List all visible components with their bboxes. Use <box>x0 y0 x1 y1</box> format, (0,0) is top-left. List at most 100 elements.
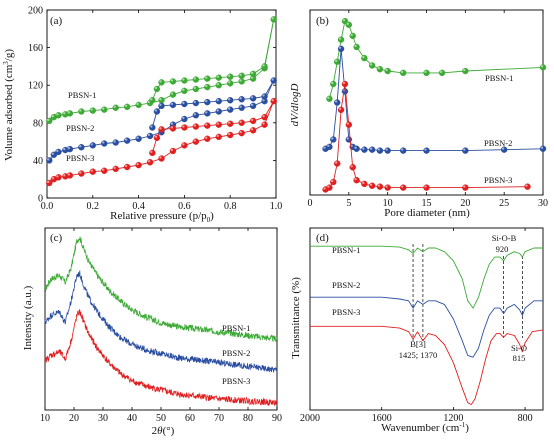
panel-b-series-3-point <box>368 182 376 189</box>
panel-b-series-3-point <box>326 184 333 191</box>
panel-b-series-3-point <box>462 184 469 191</box>
panel-d-series <box>310 245 544 405</box>
panel-a-series-1-adsorption-point <box>270 16 277 23</box>
panel-a-series-3-desorption-point-highlight <box>205 123 208 126</box>
panel-a-series-2-adsorption-point-highlight <box>51 152 55 155</box>
panel-a-series-1-desorption-point <box>181 77 188 84</box>
panel-a-series-3-desorption-point <box>153 134 161 142</box>
panel-a-series-2-adsorption-point <box>55 148 62 156</box>
panel-b-series-3-point-highlight <box>323 187 326 190</box>
panel-b-series-3-point <box>330 178 337 186</box>
panel-a-series-2-desorption-point-highlight <box>150 125 153 128</box>
panel-a-series-1-adsorption-point-highlight <box>271 17 274 20</box>
panel-c-series-3-line <box>44 309 278 407</box>
panel-a-series-3-adsorption-point <box>204 135 211 142</box>
panel-a-series-1-adsorption-point <box>215 81 222 89</box>
panel-a-series-3-desorption-point <box>215 121 222 128</box>
panel-d-label: (d) <box>316 232 329 244</box>
panel-a-series-1-desorption-point <box>215 74 222 81</box>
annotation-sio-b: Si-O-B <box>492 233 517 243</box>
panel-a-series-1-adsorption-point <box>101 106 108 113</box>
panel-a-series-3-adsorption-point <box>146 159 154 166</box>
panel-a-series-3-adsorption-point-highlight <box>239 130 242 134</box>
panel-d-series-label-1: PBSN-1 <box>332 245 360 255</box>
panel-b-series-label-2: PBSN-2 <box>484 138 512 148</box>
panel-b-series-2-point-highlight <box>338 46 342 49</box>
panel-a-series-3-adsorption-point-highlight <box>205 136 208 139</box>
panel-a-series-3-adsorption-point <box>249 127 257 134</box>
panel-a-series-3-adsorption-point-highlight <box>47 180 50 184</box>
panel-a-series-2-desorption-point-highlight <box>216 98 219 102</box>
panel-a-series-3-adsorption-point-highlight <box>102 168 105 171</box>
panel-b-xtick-label: 15 <box>422 198 432 209</box>
panel-b-series-1-point-highlight <box>350 33 353 37</box>
panel-c-series-1-line <box>44 236 278 343</box>
panel-b-series-3-point <box>400 184 407 191</box>
panel-a-series-1-desorption-point-highlight <box>227 74 231 77</box>
panel-a-series-2-desorption-point-highlight <box>170 102 174 106</box>
panel-b-series-1-line <box>328 20 544 99</box>
annotation-b3-values: 1425; 1370 <box>399 350 438 360</box>
panel-a-series-2-adsorption-point-highlight <box>47 158 50 161</box>
panel-d-series-1-line <box>310 245 543 309</box>
panel-a-series-2-desorption-point-highlight <box>262 94 265 97</box>
panel-b-series-2-point-highlight <box>369 147 373 150</box>
panel-b-series-2-point <box>353 145 360 152</box>
panel-a-series-1-desorption-point <box>192 76 200 83</box>
panel-b-series-3-point-highlight <box>327 185 330 188</box>
panel-b-xtick-label: 30 <box>538 198 548 209</box>
panel-c-xtick-label: 20 <box>69 413 79 424</box>
panel-b-series-3-point <box>337 106 345 114</box>
panel-a-series-1-adsorption-point-highlight <box>159 97 162 101</box>
panel-c-xtick-label: 10 <box>40 413 50 424</box>
panel-a-series-3-adsorption-point-highlight <box>67 173 71 176</box>
panel-b-series-2-point <box>345 136 353 143</box>
panel-a-xlabel: Relative pressure (p/p0) <box>110 210 214 224</box>
panel-b-series-2-point <box>423 147 430 154</box>
panel-a-series-1-desorption-point-highlight <box>154 86 158 90</box>
panel-a-series-3-desorption-point-highlight <box>193 124 196 127</box>
panel-a-series-2-adsorption-point-highlight <box>124 138 128 141</box>
panel-a-series-1-adsorption-point <box>181 87 188 95</box>
panel-d: 2000 1600 1200 800 (d) Wavenumber (cm-1) Tr… <box>290 227 544 434</box>
panel-b-ylabel: dV/dlogD <box>289 84 301 127</box>
panel-b-series-1-point <box>539 64 547 71</box>
panel-a-series-1-adsorption-point <box>112 104 119 111</box>
panel-a: 0.0 0.2 0.4 0.6 0.8 1.0 0 40 80 120 160 200 (a) Rel… <box>2 6 282 225</box>
panel-d-ylabel: Transmittance (%) <box>290 277 302 359</box>
panel-a-series-3-adsorption-point-highlight <box>63 174 66 177</box>
panel-b-series-1-point-highlight <box>463 68 466 72</box>
panel-b-series-1-point-highlight <box>338 37 342 40</box>
panel-d-ticks: 2000 1600 1200 800 <box>300 228 533 424</box>
panel-a-series-2-adsorption-point <box>215 108 222 115</box>
panel-a-series-3-adsorption-point-highlight <box>227 132 231 136</box>
panel-a-series-3-desorption-point <box>226 120 234 127</box>
panel-b-series-1-point <box>353 43 360 51</box>
panel-b-series-3-point-highlight <box>463 185 466 188</box>
panel-b-series-3-point-highlight <box>385 185 388 188</box>
panel-a-series-1-adsorption-point-highlight <box>182 88 185 91</box>
panel-d-xlabel-sup: -1 <box>459 421 465 429</box>
panel-a-series-3-adsorption-point-highlight <box>51 176 55 180</box>
panel-b-series-3-point-highlight <box>369 183 373 186</box>
panel-b-series-2-point <box>337 45 345 53</box>
panel-a-series-2-adsorption-point-highlight <box>147 133 151 137</box>
panel-b-series-3-point-highlight <box>346 122 349 125</box>
panel-b-series-2-point <box>341 88 349 95</box>
panel-a-series-2-adsorption-point <box>89 142 97 149</box>
panel-a-series-2-desorption-point-highlight <box>193 100 196 104</box>
panel-b-series-1-point <box>349 32 356 40</box>
panel-c-xtick-label: 50 <box>156 413 166 424</box>
panel-b-series-3-line <box>325 83 528 190</box>
panel-a-series-3-desorption-point-highlight <box>250 118 254 122</box>
panel-d-xtick-label: 800 <box>518 413 533 424</box>
panel-a-series-1-adsorption-point <box>169 91 177 98</box>
panel-a-series-1-desorption-point-highlight <box>205 76 208 79</box>
panel-b-series-1-point-highlight <box>342 18 346 22</box>
panel-b-series-1-point <box>368 62 376 69</box>
panel-a-series-2-adsorption-point-highlight <box>136 136 139 139</box>
panel-a-xtick-label: 1.0 <box>270 201 283 212</box>
panel-a-series-2-adsorption-point-highlight <box>193 113 196 116</box>
panel-a-series-2-adsorption-point <box>135 135 142 142</box>
